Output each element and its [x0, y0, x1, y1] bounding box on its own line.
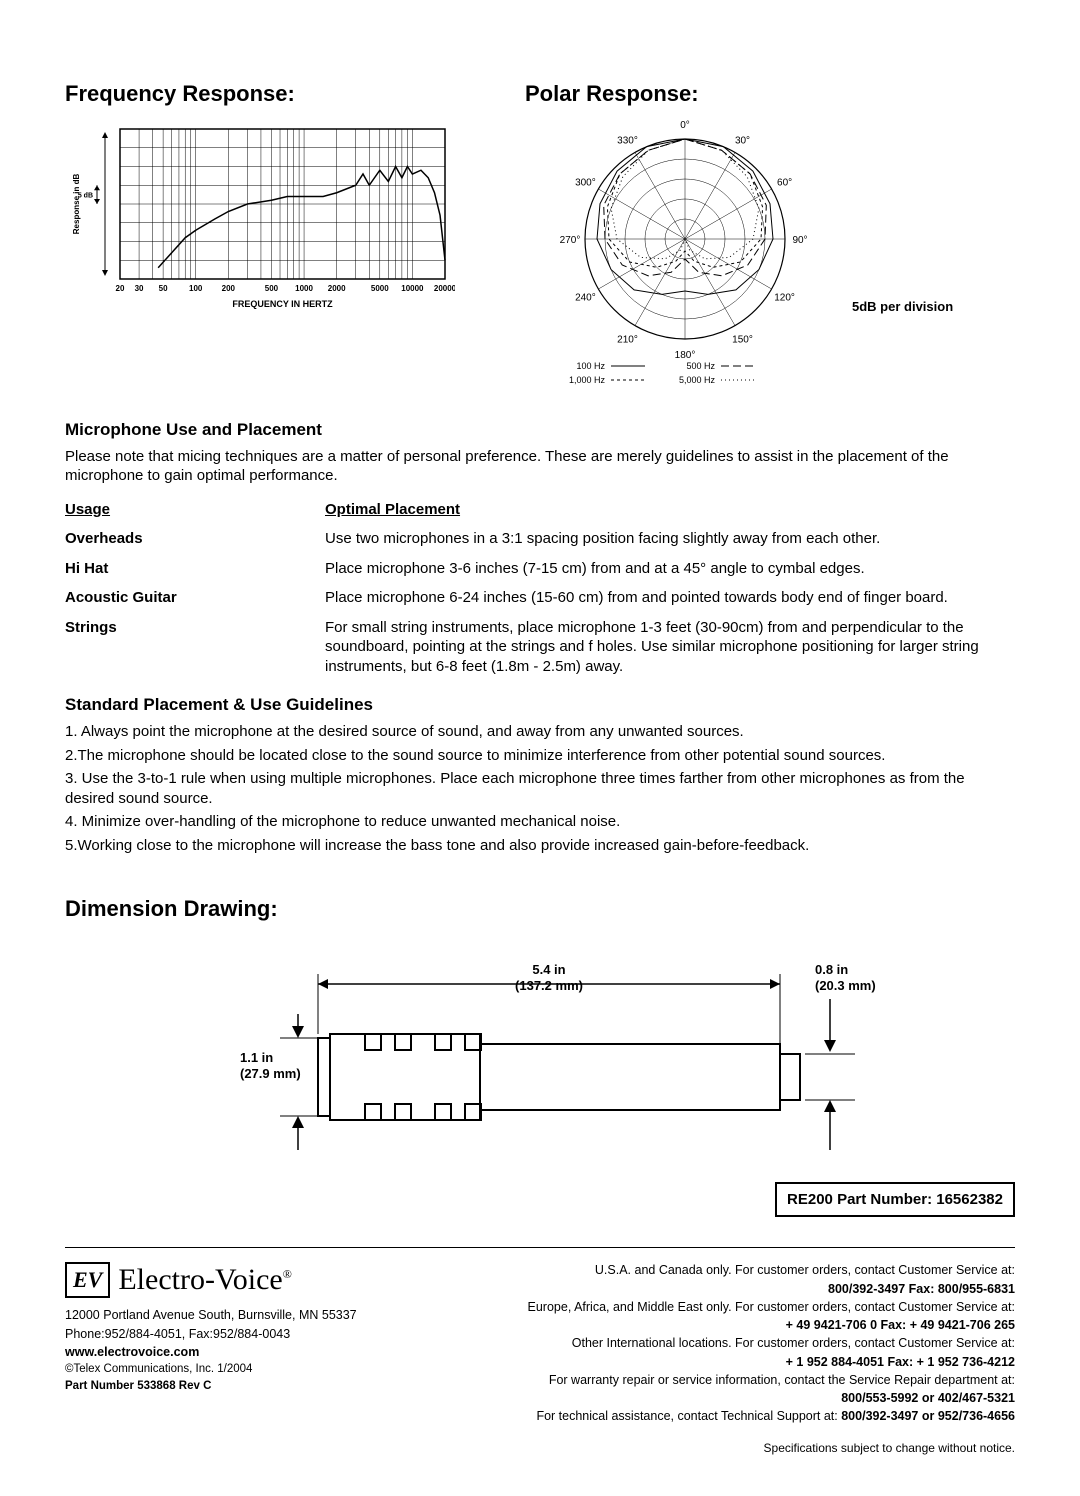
svg-text:90°: 90° [792, 235, 807, 246]
optimal-cell: For small string instruments, place micr… [325, 614, 1015, 683]
svg-text:(27.9 mm): (27.9 mm) [240, 1066, 301, 1081]
svg-text:300°: 300° [575, 177, 596, 188]
svg-text:1000: 1000 [295, 284, 313, 293]
table-row: StringsFor small string instruments, pla… [65, 614, 1015, 683]
frequency-response-chart: 20 30 50 100 200 500 1000 2000 5000 10000 20000 FRE… [65, 119, 455, 319]
svg-text:(20.3 mm): (20.3 mm) [815, 978, 876, 993]
footer-final-note: Specifications subject to change without… [65, 1441, 1015, 1457]
usage-cell: Overheads [65, 525, 325, 555]
ev-logo-badge: EV [65, 1262, 110, 1299]
svg-text:500 Hz: 500 Hz [686, 361, 715, 371]
svg-text:50: 50 [159, 284, 168, 293]
guideline-item: 5.Working close to the microphone will i… [65, 836, 1015, 856]
guideline-item: 1. Always point the microphone at the de… [65, 722, 1015, 742]
placement-note: Please note that micing techniques are a… [65, 447, 1015, 486]
guideline-item: 2.The microphone should be located close… [65, 746, 1015, 766]
usage-cell: Hi Hat [65, 555, 325, 585]
dimension-heading: Dimension Drawing: [65, 895, 1015, 924]
svg-text:330°: 330° [617, 135, 638, 146]
svg-text:0.8 in: 0.8 in [815, 962, 848, 977]
svg-text:5000: 5000 [371, 284, 389, 293]
footer-copyright: ©Telex Communications, Inc. 1/2004 [65, 1362, 435, 1377]
footer-r2b: + 49 9421-706 0 Fax: + 49 9421-706 265 [455, 1317, 1015, 1333]
svg-text:20000: 20000 [434, 284, 455, 293]
col-usage: Usage [65, 496, 325, 526]
placement-heading: Microphone Use and Placement [65, 419, 1015, 441]
polar-title: Polar Response: [525, 80, 1015, 109]
footer-r2: Europe, Africa, and Middle East only. Fo… [455, 1299, 1015, 1315]
table-row: Acoustic GuitarPlace microphone 6-24 inc… [65, 584, 1015, 614]
footer-partnumber: Part Number 533868 Rev C [65, 1379, 435, 1394]
svg-text:5.4 in: 5.4 in [532, 962, 565, 977]
svg-text:180°: 180° [675, 350, 696, 361]
footer-r5-line: For technical assistance, contact Techni… [455, 1408, 1015, 1424]
svg-text:60°: 60° [777, 177, 792, 188]
svg-text:1,000 Hz: 1,000 Hz [569, 375, 606, 385]
svg-text:240°: 240° [575, 292, 596, 303]
optimal-cell: Place microphone 6-24 inches (15-60 cm) … [325, 584, 1015, 614]
freq-title: Frequency Response: [65, 80, 495, 109]
footer-r4: For warranty repair or service informati… [455, 1372, 1015, 1388]
polar-response-chart: 0° 30° 60° 90° 120° 150° 180° 210° 240° 270° 300° 3… [525, 119, 840, 399]
footer-r3: Other International locations. For custo… [455, 1335, 1015, 1351]
footer-r4b: 800/553-5992 or 402/467-5321 [455, 1390, 1015, 1406]
svg-text:10000: 10000 [401, 284, 424, 293]
footer-phone: Phone:952/884-4051, Fax:952/884-0043 [65, 1326, 435, 1342]
footer-r3b: + 1 952 884-4051 Fax: + 1 952 736-4212 [455, 1354, 1015, 1370]
guideline-item: 4. Minimize over-handling of the microph… [65, 812, 1015, 832]
footer-divider [65, 1247, 1015, 1248]
svg-text:210°: 210° [617, 334, 638, 345]
guidelines-list: 1. Always point the microphone at the de… [65, 722, 1015, 855]
svg-text:1.1 in: 1.1 in [240, 1050, 273, 1065]
part-number-box: RE200 Part Number: 16562382 [775, 1182, 1015, 1218]
polar-ring-note: 5dB per division [852, 299, 953, 316]
svg-text:500: 500 [265, 284, 279, 293]
svg-text:20: 20 [116, 284, 125, 293]
usage-cell: Acoustic Guitar [65, 584, 325, 614]
svg-text:0°: 0° [680, 120, 690, 131]
svg-text:Response in dB: Response in dB [72, 173, 81, 234]
table-row: Hi HatPlace microphone 3-6 inches (7-15 … [65, 555, 1015, 585]
table-row: OverheadsUse two microphones in a 3:1 sp… [65, 525, 1015, 555]
svg-text:5 dB: 5 dB [78, 192, 93, 199]
guideline-item: 3. Use the 3-to-1 rule when using multip… [65, 769, 1015, 808]
svg-text:30: 30 [135, 284, 144, 293]
footer-right: U.S.A. and Canada only. For customer ord… [455, 1260, 1015, 1426]
footer-r1: U.S.A. and Canada only. For customer ord… [455, 1262, 1015, 1278]
usage-table: Usage Optimal Placement OverheadsUse two… [65, 496, 1015, 683]
svg-text:120°: 120° [774, 292, 795, 303]
footer-r1b: 800/392-3497 Fax: 800/955-6831 [455, 1281, 1015, 1297]
svg-text:(137.2 mm): (137.2 mm) [515, 978, 583, 993]
optimal-cell: Use two microphones in a 3:1 spacing pos… [325, 525, 1015, 555]
footer-address: 12000 Portland Avenue South, Burnsville,… [65, 1307, 435, 1323]
svg-text:2000: 2000 [328, 284, 346, 293]
svg-text:200: 200 [222, 284, 236, 293]
optimal-cell: Place microphone 3-6 inches (7-15 cm) fr… [325, 555, 1015, 585]
svg-text:100 Hz: 100 Hz [576, 361, 605, 371]
svg-text:30°: 30° [735, 135, 750, 146]
col-optimal: Optimal Placement [325, 496, 1015, 526]
svg-text:150°: 150° [732, 334, 753, 345]
footer-web: www.electrovoice.com [65, 1344, 435, 1360]
svg-text:FREQUENCY IN HERTZ: FREQUENCY IN HERTZ [232, 299, 333, 309]
dimension-drawing: 5.4 in(137.2 mm) 0.8 in(20.3 mm) 1.1 in(27… [190, 944, 890, 1164]
usage-cell: Strings [65, 614, 325, 683]
svg-text:5,000 Hz: 5,000 Hz [679, 375, 716, 385]
svg-text:270°: 270° [560, 235, 581, 246]
footer-left: EV Electro-Voice® 12000 Portland Avenue … [65, 1260, 435, 1426]
svg-text:100: 100 [189, 284, 203, 293]
guidelines-heading: Standard Placement & Use Guidelines [65, 694, 1015, 716]
ev-logo-text: Electro-Voice® [118, 1260, 292, 1299]
